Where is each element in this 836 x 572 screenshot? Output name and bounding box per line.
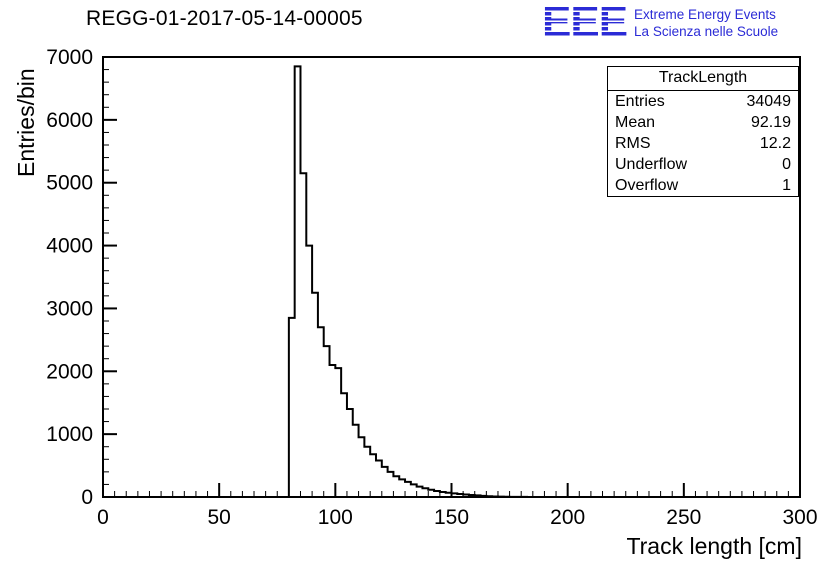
stats-box-rows: Entries 34049 Mean 92.19 RMS 12.2 Underflow 0 Ov… <box>608 91 798 196</box>
y-tick-label: 7000 <box>46 46 93 69</box>
x-tick-label: 100 <box>318 506 353 529</box>
stats-row: Underflow 0 <box>608 154 798 175</box>
y-tick-label: 1000 <box>46 423 93 446</box>
stats-row-label: Mean <box>615 113 656 131</box>
stats-row: Overflow 1 <box>608 175 798 196</box>
page-title: REGG-01-2017-05-14-00005 <box>86 7 363 30</box>
stats-row-value: 1 <box>782 176 791 194</box>
y-axis: 0 1000 2000 3000 4000 5000 6000 7000 <box>46 46 117 509</box>
stats-row-value: 0 <box>782 155 791 173</box>
stats-row-label: RMS <box>615 134 651 152</box>
x-tick-label: 250 <box>666 506 701 529</box>
x-tick-label: 0 <box>97 506 109 529</box>
y-tick-label: 6000 <box>46 109 93 132</box>
y-tick-label: 2000 <box>46 360 93 383</box>
eee-logo-line2: La Scienza nelle Scuole <box>634 24 779 39</box>
eee-logo-icon: EEE <box>542 0 628 46</box>
stats-row-value: 34049 <box>746 92 792 110</box>
stats-row-value: 92.19 <box>750 113 791 131</box>
eee-logo: EEE Extreme Energy Events La Scienza nel… <box>542 0 778 46</box>
stats-row-value: 12.2 <box>759 134 791 152</box>
x-axis-title: Track length [cm] <box>626 533 802 559</box>
stats-row: Entries 34049 <box>608 91 798 112</box>
x-tick-label: 50 <box>207 506 230 529</box>
x-tick-label: 150 <box>434 506 469 529</box>
stats-row-label: Overflow <box>615 176 679 194</box>
stats-row-label: Entries <box>615 92 665 110</box>
x-axis: 0 50 100 150 200 250 300 <box>97 483 818 529</box>
x-tick-label: 300 <box>782 506 817 529</box>
histogram-step-line <box>103 65 800 498</box>
stats-box: TrackLength Entries 34049 Mean 92.19 RMS 12.2… <box>607 66 799 197</box>
stats-row: RMS 12.2 <box>608 133 798 154</box>
y-tick-label: 5000 <box>46 172 93 195</box>
y-tick-label: 0 <box>81 486 93 509</box>
eee-logo-line1: Extreme Energy Events <box>634 7 776 22</box>
x-tick-label: 200 <box>550 506 585 529</box>
eee-logo-subtitle: Extreme Energy Events La Scienza nelle S… <box>634 2 778 40</box>
y-tick-label: 4000 <box>46 235 93 258</box>
stats-row: Mean 92.19 <box>608 112 798 133</box>
y-tick-label: 3000 <box>46 297 93 320</box>
stats-box-title: TrackLength <box>608 67 798 91</box>
stats-row-label: Underflow <box>615 155 688 173</box>
